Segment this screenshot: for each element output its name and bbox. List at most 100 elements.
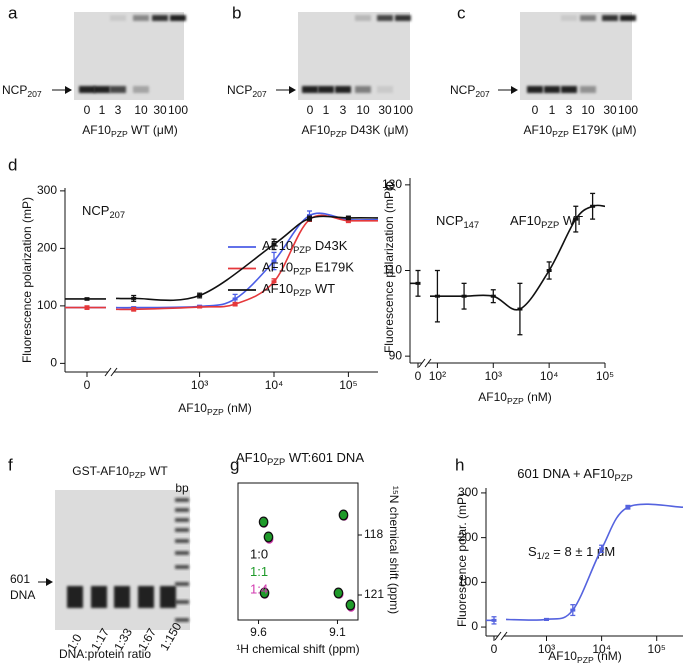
lane-label: 1 [323, 103, 330, 117]
lane-label: 10 [581, 103, 595, 117]
gel-band [395, 15, 411, 21]
text-part: NCP [2, 83, 27, 97]
y-tick-label: 200 [37, 241, 57, 255]
data-point [544, 617, 550, 621]
subscript: PZP [615, 473, 633, 483]
subscript: PZP [293, 245, 311, 255]
ladder-band [175, 565, 189, 569]
gel-band [91, 586, 107, 608]
panel-label: d [8, 155, 17, 174]
subscript: 147 [463, 220, 479, 230]
panel-label: f [8, 455, 13, 474]
peak [346, 600, 355, 611]
axis-break [494, 631, 502, 641]
y-tick-label: 0 [50, 356, 57, 370]
x-tick-label: 10³ [191, 378, 208, 392]
gel-image [298, 12, 410, 100]
x-tick-label: 10³ [538, 642, 555, 656]
data-point [491, 618, 497, 622]
gel-band [94, 86, 110, 93]
data-point [271, 280, 277, 284]
x-tick-label: 0 [415, 369, 422, 383]
ladder-band [175, 518, 189, 522]
band-label: 601 [10, 572, 30, 586]
data-point [271, 259, 277, 263]
lane-label: 1 [99, 103, 106, 117]
ladder-band [175, 508, 189, 512]
lane-label: 10 [356, 103, 370, 117]
lane-label: 0 [532, 103, 539, 117]
y-tick-label: 121 [364, 587, 384, 601]
x-tick-label: 10⁴ [540, 369, 559, 383]
data-point [573, 217, 579, 221]
text-part: WT [146, 464, 169, 478]
gel-band [561, 15, 577, 21]
band-label: NCP207 [2, 83, 42, 99]
ladder-band [175, 618, 189, 622]
text-part: GST-AF10 [72, 464, 129, 478]
axis-label: AF10PZP WT (μM) [82, 123, 177, 139]
axis-break [424, 358, 432, 368]
chart-title: 601 DNA + AF10PZP [517, 466, 632, 483]
chart-title: AF10PZP WT:601 DNA [236, 450, 364, 467]
axis-break [110, 367, 118, 377]
text-part: AF10 [262, 238, 293, 253]
subscript: PZP [541, 220, 559, 230]
y-tick-label: 110 [383, 263, 402, 277]
y-tick-label: 0 [471, 619, 478, 633]
text-part: WT (μM) [128, 123, 178, 137]
annotation: NCP207 [82, 203, 125, 220]
band-label: NCP207 [450, 83, 490, 99]
ladder-label: bp [175, 481, 189, 495]
data-point [271, 242, 277, 246]
subscript: 1/2 [537, 551, 550, 561]
axis-label: AF10PZP D43K (μM) [301, 123, 408, 139]
x-axis-label: AF10PZP (nM) [178, 401, 251, 417]
gel-band [114, 586, 130, 608]
x-tick-label: 10² [429, 369, 446, 383]
data-point [84, 297, 90, 301]
ladder-band [175, 551, 189, 555]
subscript: PZP [111, 129, 128, 139]
lane-label: 100 [618, 103, 638, 117]
fit-curve [115, 212, 379, 309]
y-axis-label: Fluorescence polarization (mP) [20, 197, 34, 363]
x-tick-label: 10⁴ [592, 642, 611, 656]
panel-label: b [232, 3, 241, 22]
text-part: E179K [311, 260, 354, 275]
y-tick-label: 100 [37, 298, 57, 312]
x-tick-label: 9.6 [250, 625, 267, 639]
legend-label: 1:1 [250, 564, 268, 579]
text-part: (nM) [594, 649, 622, 663]
text-part: NCP [227, 83, 252, 97]
subscript: PZP [552, 129, 569, 139]
data-point [345, 219, 351, 223]
data-point [625, 505, 631, 509]
peak [260, 588, 269, 599]
gel-band [133, 15, 149, 21]
text-part: AF10 [236, 450, 267, 465]
data-point [415, 281, 421, 285]
axis-break [104, 367, 112, 377]
y-tick-label: 90 [389, 348, 403, 362]
text-part: AF10 [262, 281, 293, 296]
subscript: PZP [330, 129, 347, 139]
legend-label: 1:0 [250, 546, 268, 561]
legend-label: AF10PZP WT [262, 281, 335, 298]
peak [338, 509, 349, 521]
text-part: NCP [450, 83, 475, 97]
subscript: PZP [267, 457, 285, 467]
y-tick-label: 300 [458, 485, 478, 499]
subscript: PZP [293, 267, 311, 277]
lane-label: 3 [340, 103, 347, 117]
data-point [232, 297, 238, 301]
data-point [197, 294, 203, 298]
axis-label: DNA:protein ratio [59, 647, 151, 661]
gel-band [160, 586, 176, 608]
text-part: AF10 [178, 401, 207, 415]
y-tick-label: 130 [382, 177, 402, 191]
axis-break [500, 631, 508, 641]
data-point [232, 302, 238, 306]
subscript: 207 [109, 210, 125, 220]
subscript: PZP [577, 655, 594, 663]
